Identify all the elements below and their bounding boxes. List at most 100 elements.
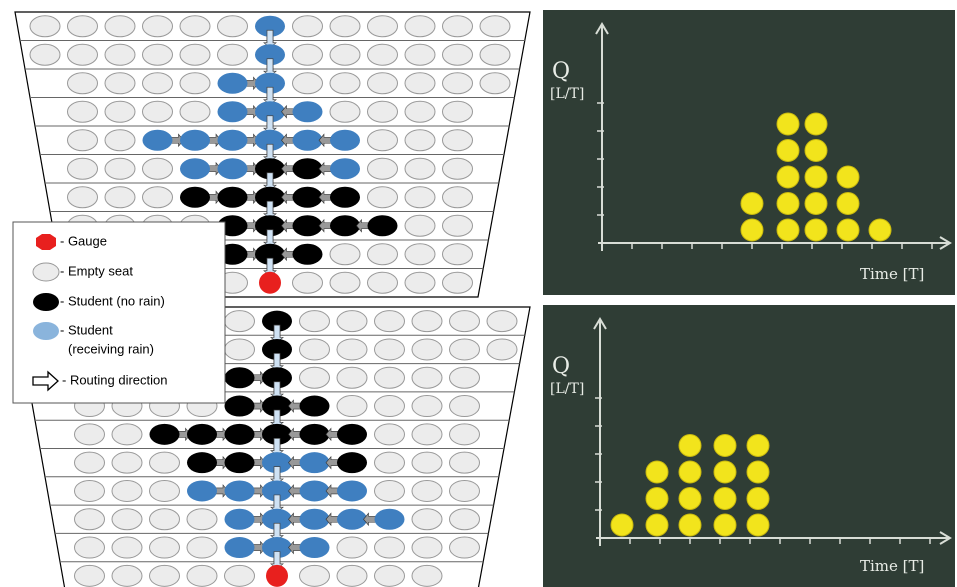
- empty-seat: [374, 451, 405, 474]
- empty-seat: [374, 536, 405, 559]
- student-seat: [149, 423, 180, 445]
- empty-seat: [367, 243, 398, 266]
- ball: [678, 434, 702, 457]
- student-seat: [255, 101, 285, 123]
- empty-seat: [299, 366, 330, 389]
- legend-label: - Empty seat: [60, 263, 133, 278]
- empty-seat: [104, 129, 136, 152]
- empty-seat: [217, 15, 248, 38]
- empty-seat: [179, 43, 211, 66]
- legend: - Gauge - Empty seat - Student (no rain)…: [12, 221, 226, 404]
- empty-seat: [449, 423, 480, 446]
- empty-seat: [374, 310, 405, 333]
- empty-seat: [179, 100, 211, 123]
- empty-seat: [367, 72, 398, 95]
- empty-seat: [149, 536, 180, 559]
- student-seat: [217, 158, 248, 180]
- chalk-arrowhead: [595, 22, 609, 35]
- empty-seat: [367, 271, 398, 294]
- student-seat: [337, 423, 367, 445]
- student-seat: [262, 480, 292, 502]
- empty-seat: [411, 395, 443, 418]
- student-seat: [262, 452, 292, 474]
- empty-seat: [336, 536, 368, 559]
- student-seat: [255, 15, 285, 37]
- student-seat: [330, 129, 360, 151]
- empty-seat: [336, 395, 368, 418]
- student-seat: [292, 101, 323, 123]
- empty-seat: [104, 100, 136, 123]
- ball: [746, 513, 770, 537]
- chalkboard: [543, 10, 955, 295]
- empty-seat: [104, 186, 136, 209]
- student-seat: [262, 338, 292, 360]
- student-seat: [262, 423, 292, 445]
- empty-seat: [104, 72, 136, 95]
- empty-seat: [111, 423, 143, 446]
- empty-seat: [449, 395, 480, 418]
- student-no-rain-icon: [33, 293, 59, 311]
- ball: [776, 139, 800, 162]
- student-seat: [299, 423, 330, 445]
- student-seat: [292, 215, 323, 237]
- empty-seat: [404, 243, 436, 266]
- student-seat: [337, 480, 367, 502]
- empty-seat: [479, 15, 511, 38]
- empty-seat: [442, 157, 473, 180]
- student-seat: [299, 452, 330, 474]
- student-seat: [330, 215, 360, 237]
- empty-seat: [111, 536, 143, 559]
- empty-seat: [224, 310, 255, 333]
- chalk-arrowhead: [593, 317, 607, 330]
- student-seat: [224, 508, 255, 530]
- empty-seat: [104, 15, 136, 38]
- empty-seat: [336, 310, 368, 333]
- student-seat: [330, 158, 360, 180]
- student-seat: [262, 537, 292, 559]
- chalk-arrowhead: [939, 236, 952, 250]
- empty-seat: [442, 186, 473, 209]
- empty-seat: [367, 43, 398, 66]
- student-seat: [224, 452, 255, 474]
- empty-seat: [67, 157, 98, 180]
- student-seat: [180, 186, 210, 208]
- empty-seat: [442, 129, 473, 152]
- ball: [678, 513, 702, 537]
- empty-seat: [67, 100, 98, 123]
- ball: [804, 112, 828, 136]
- empty-seat: [374, 366, 405, 389]
- student-seat: [224, 537, 255, 559]
- empty-seat: [104, 157, 136, 180]
- empty-seat: [374, 423, 405, 446]
- empty-seat: [442, 271, 473, 294]
- ball: [746, 460, 770, 484]
- empty-seat: [367, 186, 398, 209]
- empty-seat: [292, 43, 323, 66]
- student-seat: [217, 129, 248, 151]
- empty-seat: [479, 72, 511, 95]
- empty-seat: [486, 338, 518, 361]
- empty-seat: [111, 479, 143, 502]
- empty-seat: [29, 43, 61, 66]
- empty-seat: [111, 508, 143, 531]
- empty-seat: [104, 43, 136, 66]
- empty-seat: [329, 72, 361, 95]
- chalk-label: Time [T]: [860, 265, 924, 283]
- empty-seat: [411, 536, 443, 559]
- ball: [776, 112, 800, 136]
- ball: [610, 513, 634, 537]
- empty-seat: [404, 186, 436, 209]
- student-rain-icon: [33, 322, 59, 340]
- student-seat: [292, 186, 323, 208]
- student-seat: [255, 215, 285, 237]
- student-seat: [224, 367, 255, 389]
- empty-seat: [486, 310, 518, 333]
- empty-seat: [449, 366, 480, 389]
- empty-seat: [67, 129, 98, 152]
- empty-seat: [67, 43, 98, 66]
- student-seat: [187, 423, 217, 445]
- ball: [740, 192, 764, 215]
- student-seat: [262, 395, 292, 417]
- empty-seat: [449, 536, 480, 559]
